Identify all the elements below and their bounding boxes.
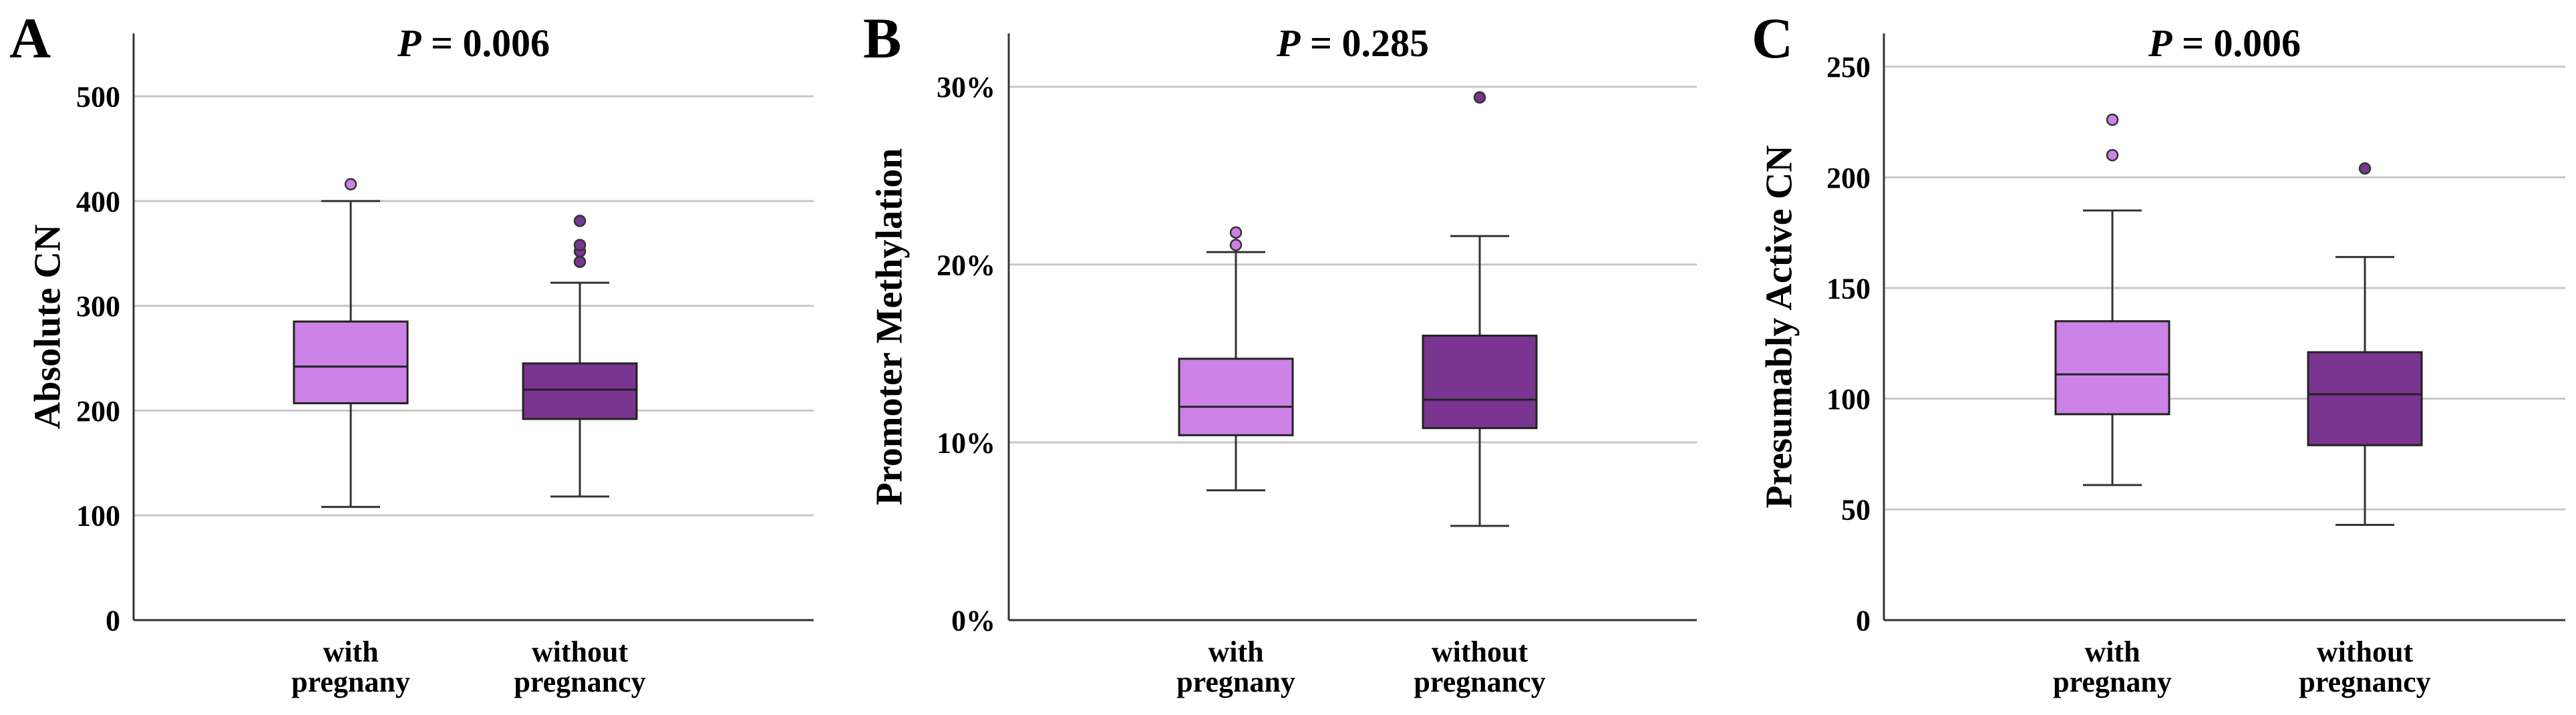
outlier-point xyxy=(2106,113,2119,126)
y-tick-label: 150 xyxy=(1826,272,1871,305)
x-category-label: pregnancy xyxy=(514,666,645,698)
x-category-label: pregnany xyxy=(1176,666,1295,698)
y-tick-label: 50 xyxy=(1841,494,1871,527)
panel-a: A P = 0.006 Absolute CN 0 100 200 300 400 500 wit… xyxy=(9,6,814,698)
p-value-title: P = 0.285 xyxy=(1276,21,1429,65)
iqr-box xyxy=(2307,351,2423,446)
panel-b: B P = 0.285 Promoter Methylation 0% 10% 20% 30… xyxy=(863,6,1697,698)
p-value-title: P = 0.006 xyxy=(397,21,550,65)
x-category-label: pregnancy xyxy=(2299,666,2430,698)
p-value-symbol: P xyxy=(1276,21,1301,65)
outlier-point xyxy=(344,178,357,191)
p-value-symbol: P xyxy=(2148,21,2172,65)
iqr-box xyxy=(2054,320,2170,416)
panel-letter: C xyxy=(1752,6,1793,70)
outlier-point xyxy=(1229,226,1243,239)
outlier-point xyxy=(573,255,587,269)
panel-c: C P = 0.006 Presumably Active CN 0 50 100 150 2… xyxy=(1752,6,2565,698)
x-category-label: with xyxy=(323,635,378,668)
y-tick-label: 200 xyxy=(76,395,120,428)
x-category-label: without xyxy=(1432,635,1528,668)
x-category-label: without xyxy=(532,635,629,668)
y-tick-label: 0% xyxy=(951,604,995,637)
p-value-number: = 0.285 xyxy=(1300,21,1429,65)
y-tick-label: 250 xyxy=(1826,51,1871,84)
p-value-symbol: P xyxy=(397,21,422,65)
x-category-label: pregnany xyxy=(291,666,410,698)
y-tick-label: 30% xyxy=(937,71,995,104)
p-value-number: = 0.006 xyxy=(2172,21,2301,65)
y-tick-label: 200 xyxy=(1826,162,1871,194)
y-tick-label: 20% xyxy=(937,249,995,281)
iqr-box xyxy=(1178,358,1294,436)
y-tick-label: 300 xyxy=(76,290,120,323)
y-axis-label: Absolute CN xyxy=(27,225,69,429)
p-value-number: = 0.006 xyxy=(421,21,550,65)
box-series-without xyxy=(1422,91,1538,527)
panel-letter: A xyxy=(9,6,51,70)
outlier-point xyxy=(573,214,587,227)
y-tick-label: 500 xyxy=(76,80,120,113)
y-tick-label: 10% xyxy=(937,426,995,459)
y-tick-label: 0 xyxy=(106,604,120,637)
iqr-box xyxy=(293,320,409,404)
iqr-box xyxy=(522,362,638,420)
box-series-without xyxy=(522,214,638,498)
x-category-label: without xyxy=(2317,635,2414,668)
box-series-with xyxy=(1178,226,1294,492)
iqr-box xyxy=(1422,334,1538,430)
y-axis-label: Presumably Active CN xyxy=(1759,145,1800,508)
outlier-point xyxy=(2106,148,2119,162)
y-tick-label: 100 xyxy=(76,500,120,533)
y-tick-label: 100 xyxy=(1826,383,1871,416)
x-category-label: pregnany xyxy=(2053,666,2172,698)
outlier-point xyxy=(1229,239,1243,251)
p-value-title: P = 0.006 xyxy=(2148,21,2301,65)
outlier-point xyxy=(1473,91,1486,104)
outlier-point xyxy=(573,239,587,251)
x-category-label: with xyxy=(2084,635,2140,668)
box-series-without xyxy=(2307,162,2423,527)
outlier-point xyxy=(2358,162,2372,175)
box-series-with xyxy=(293,178,409,509)
y-tick-label: 0 xyxy=(1856,604,1871,637)
x-category-label: with xyxy=(1208,635,1263,668)
y-tick-label: 400 xyxy=(76,185,120,218)
x-category-label: pregnancy xyxy=(1414,666,1545,698)
box-series-with xyxy=(2054,113,2170,486)
y-axis-label: Promoter Methylation xyxy=(869,148,911,505)
panel-letter: B xyxy=(863,6,901,70)
